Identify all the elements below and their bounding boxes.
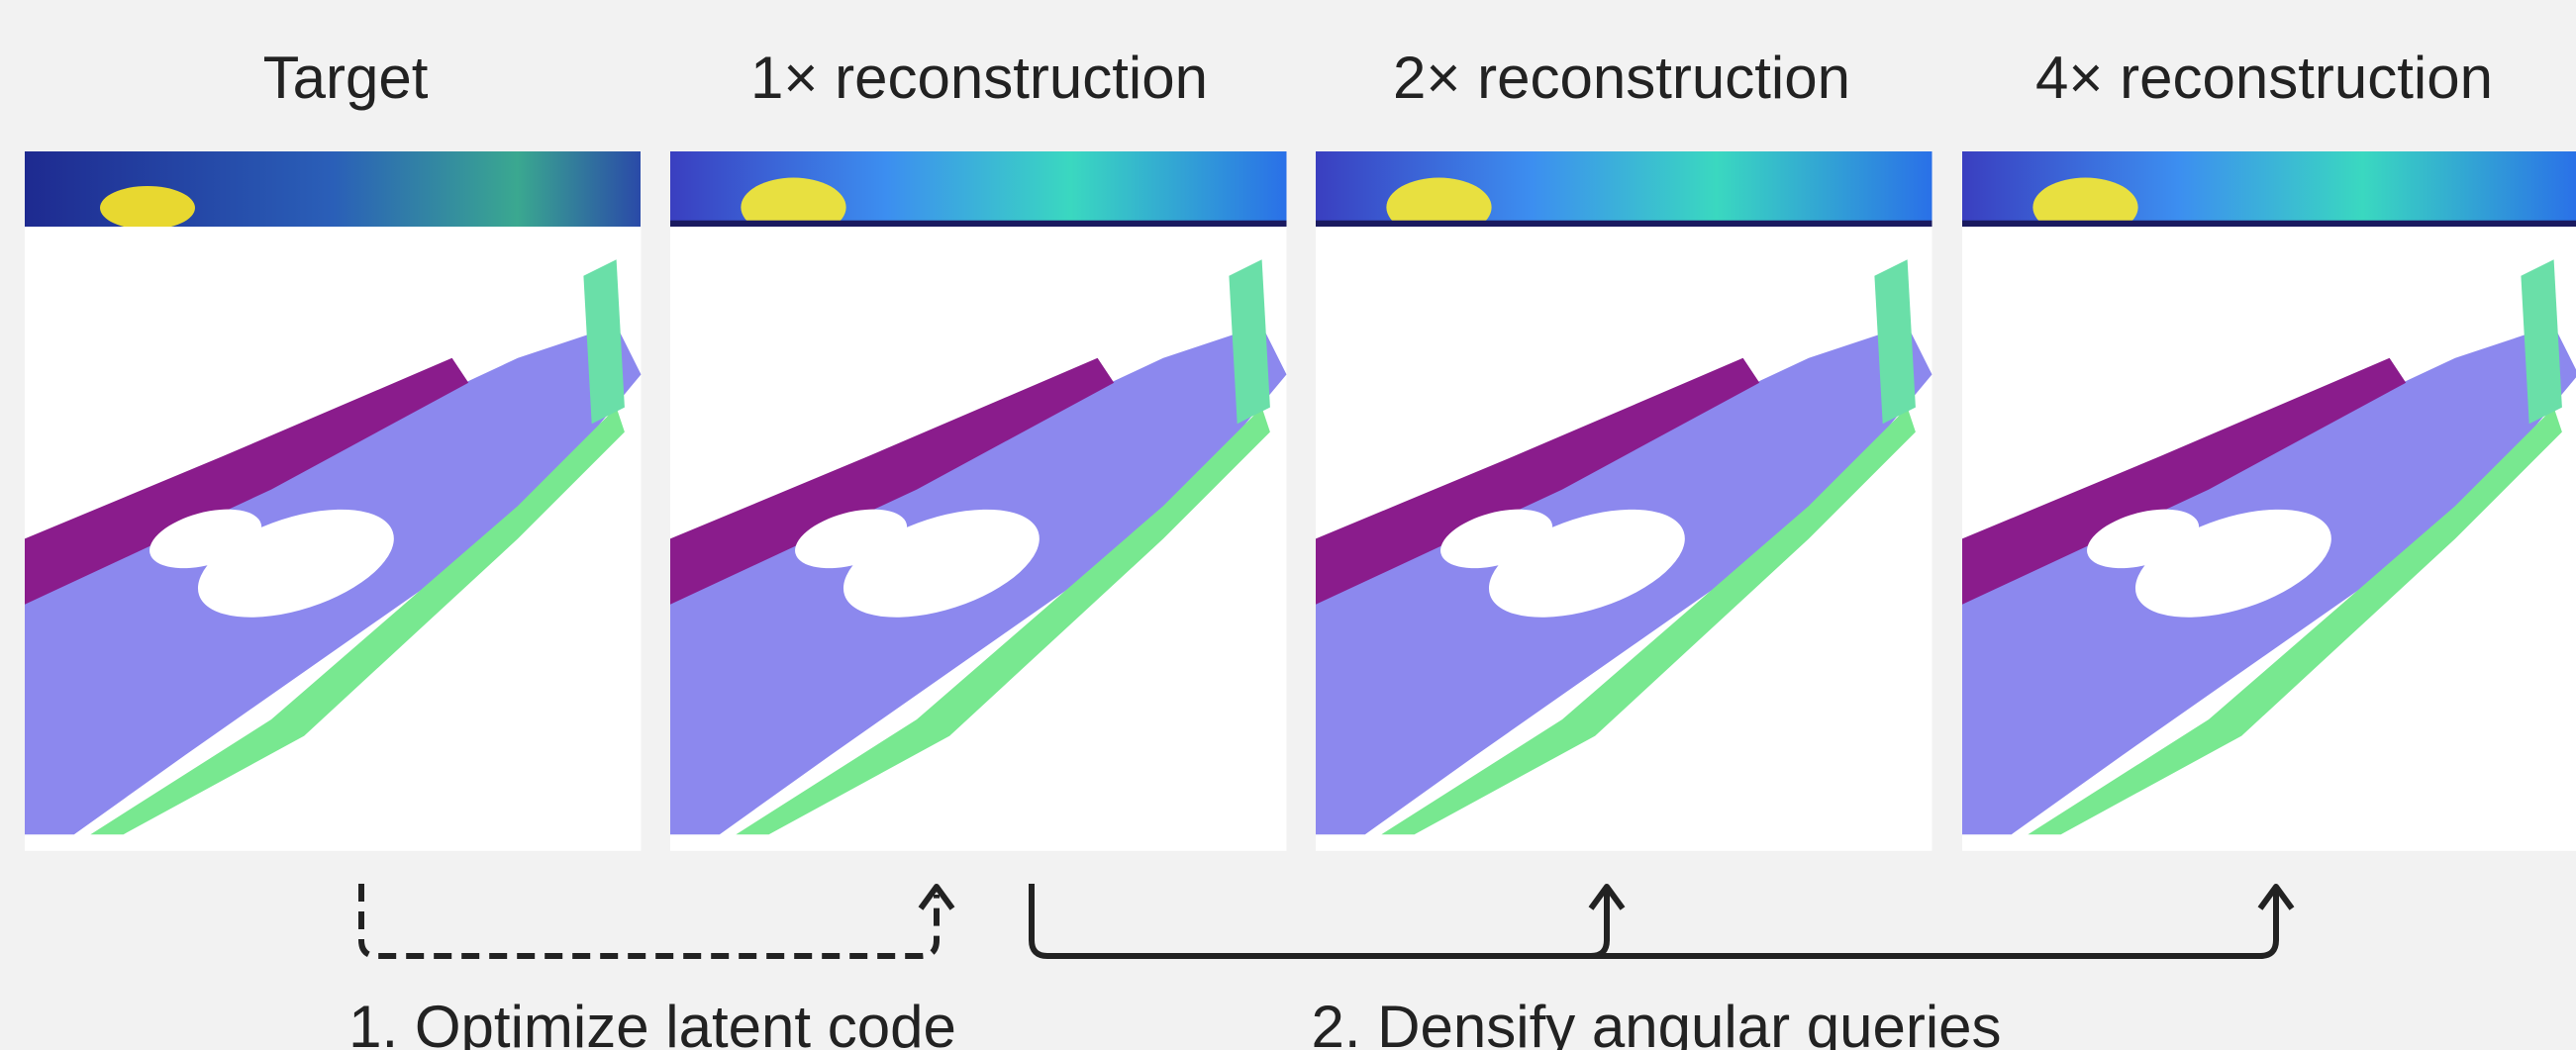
panel-title: 1× reconstruction: [750, 45, 1208, 111]
step-label: 1. Optimize latent code: [348, 994, 956, 1050]
solid-arrow: [1032, 884, 2276, 956]
panel-target: [25, 151, 642, 851]
panel-2x: [1316, 151, 1932, 851]
panel-4x: [1962, 151, 2576, 851]
panel-title: 4× reconstruction: [2035, 45, 2493, 111]
panel-1x: [670, 151, 1287, 851]
panel-title: 2× reconstruction: [1393, 45, 1850, 111]
figure: Target 1× reconstruction 2× reconstructi…: [0, 0, 2576, 1050]
panel-title: Target: [263, 45, 429, 111]
step-label: 2. Densify angular queries: [1311, 994, 2001, 1050]
dashed-arrow: [361, 884, 937, 956]
